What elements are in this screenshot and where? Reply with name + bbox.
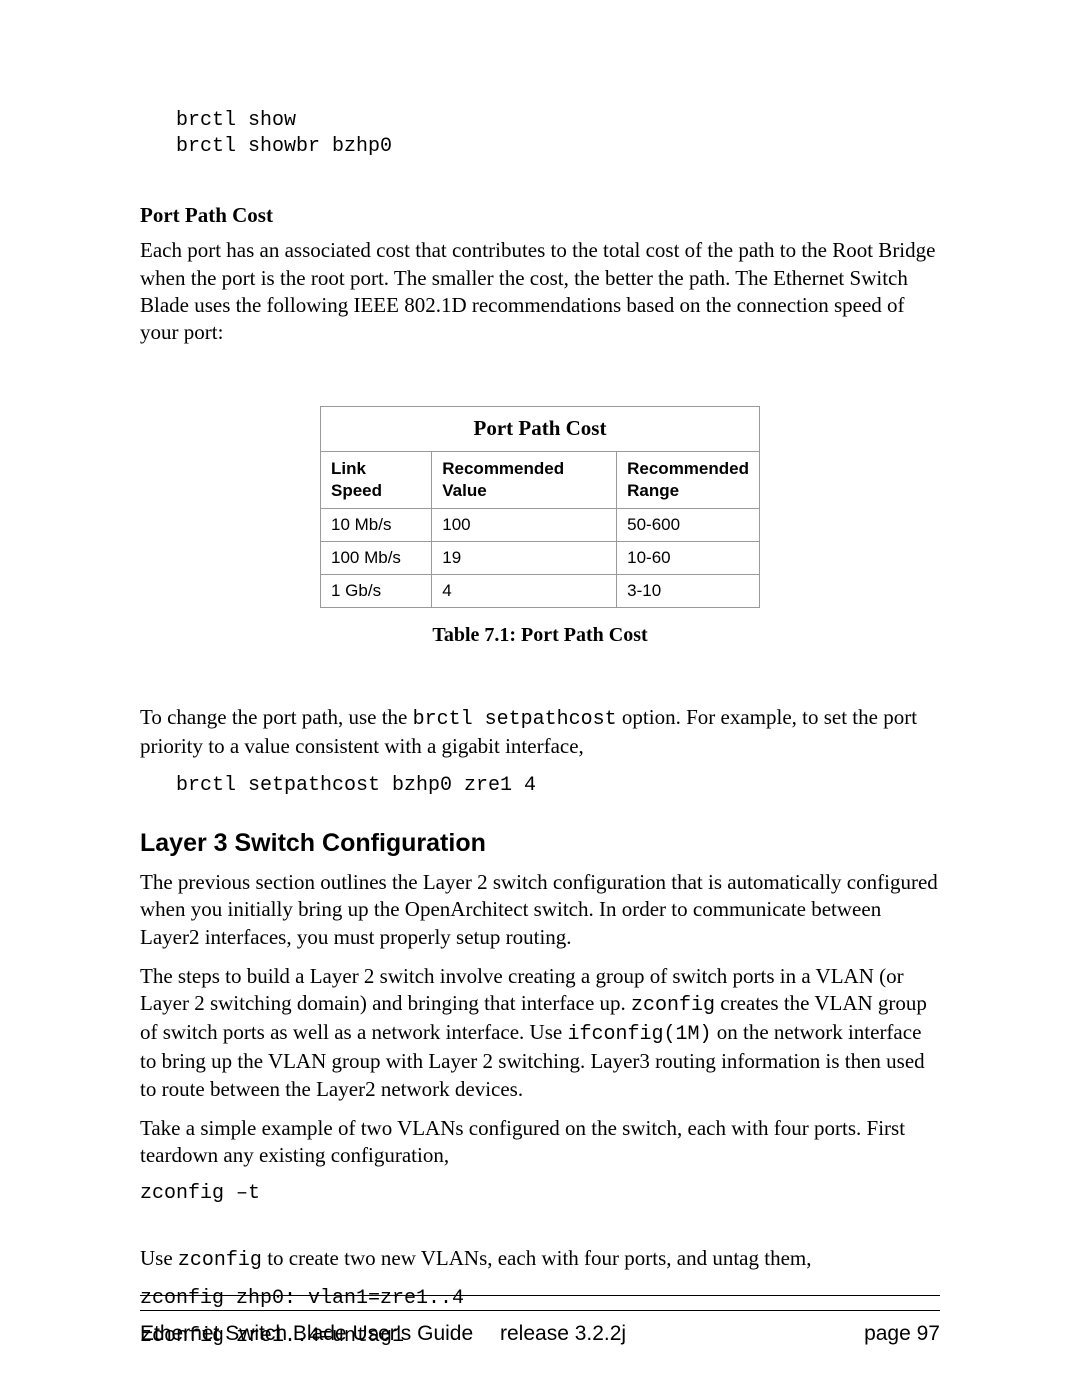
text-fragment: Use — [140, 1246, 178, 1270]
footer-release: release 3.2.2j — [500, 1320, 626, 1347]
cell-value: 4 — [432, 575, 617, 608]
table-port-path-cost: Port Path Cost Link Speed Recommended Va… — [320, 406, 760, 608]
text-fragment: to create two new VLANs, each with four … — [262, 1246, 812, 1270]
code-brctl-showbr: brctl showbr bzhp0 — [176, 134, 940, 160]
inline-code-ifconfig: ifconfig(1M) — [567, 1023, 711, 1046]
cell-range: 10-60 — [617, 542, 760, 575]
table-row: 100 Mb/s 19 10-60 — [321, 542, 760, 575]
code-zconfig-zhp0: zconfig zhp0: vlan1=zre1..4 — [140, 1286, 940, 1312]
cell-value: 100 — [432, 508, 617, 541]
table-col-recommended-value: Recommended Value — [432, 451, 617, 508]
cell-range: 3-10 — [617, 575, 760, 608]
content-area: brctl show brctl showbr bzhp0 Port Path … — [140, 108, 940, 1350]
paragraph-two-vlans-example: Take a simple example of two VLANs confi… — [140, 1115, 940, 1170]
code-setpathcost: brctl setpathcost bzhp0 zre1 4 — [176, 773, 940, 799]
cell-speed: 10 Mb/s — [321, 508, 432, 541]
heading-layer3-config: Layer 3 Switch Configuration — [140, 827, 940, 860]
paragraph-change-port-path: To change the port path, use the brctl s… — [140, 704, 940, 760]
table-caption: Table 7.1: Port Path Cost — [140, 622, 940, 648]
table-row: 10 Mb/s 100 50-600 — [321, 508, 760, 541]
inline-code-setpathcost: brctl setpathcost — [413, 708, 617, 731]
footer-release-label: release — [500, 1322, 575, 1345]
cell-range: 50-600 — [617, 508, 760, 541]
cell-speed: 1 Gb/s — [321, 575, 432, 608]
footer-rule — [140, 1295, 940, 1296]
page: brctl show brctl showbr bzhp0 Port Path … — [0, 0, 1080, 1397]
text-fragment: To change the port path, use the — [140, 705, 413, 729]
cell-speed: 100 Mb/s — [321, 542, 432, 575]
footer-rule — [140, 1310, 940, 1311]
table-col-link-speed: Link Speed — [321, 451, 432, 508]
code-zconfig-t: zconfig –t — [140, 1181, 940, 1207]
footer-title: Ethernet Switch Blade User's Guide — [140, 1320, 473, 1347]
code-brctl-show: brctl show — [176, 108, 940, 134]
footer-page-number: page 97 — [864, 1320, 940, 1347]
footer-release-value: 3.2.2j — [575, 1322, 626, 1345]
heading-port-path-cost: Port Path Cost — [140, 202, 940, 229]
paragraph-use-zconfig-create: Use zconfig to create two new VLANs, eac… — [140, 1245, 940, 1274]
table-row: 1 Gb/s 4 3-10 — [321, 575, 760, 608]
inline-code-zconfig: zconfig — [631, 994, 715, 1017]
paragraph-layer3-intro: The previous section outlines the Layer … — [140, 869, 940, 951]
inline-code-zconfig: zconfig — [178, 1249, 262, 1272]
table-col-recommended-range: Recommended Range — [617, 451, 760, 508]
cell-value: 19 — [432, 542, 617, 575]
paragraph-layer2-steps: The steps to build a Layer 2 switch invo… — [140, 963, 940, 1103]
paragraph-port-cost-intro: Each port has an associated cost that co… — [140, 237, 940, 346]
table-title: Port Path Cost — [321, 407, 760, 451]
